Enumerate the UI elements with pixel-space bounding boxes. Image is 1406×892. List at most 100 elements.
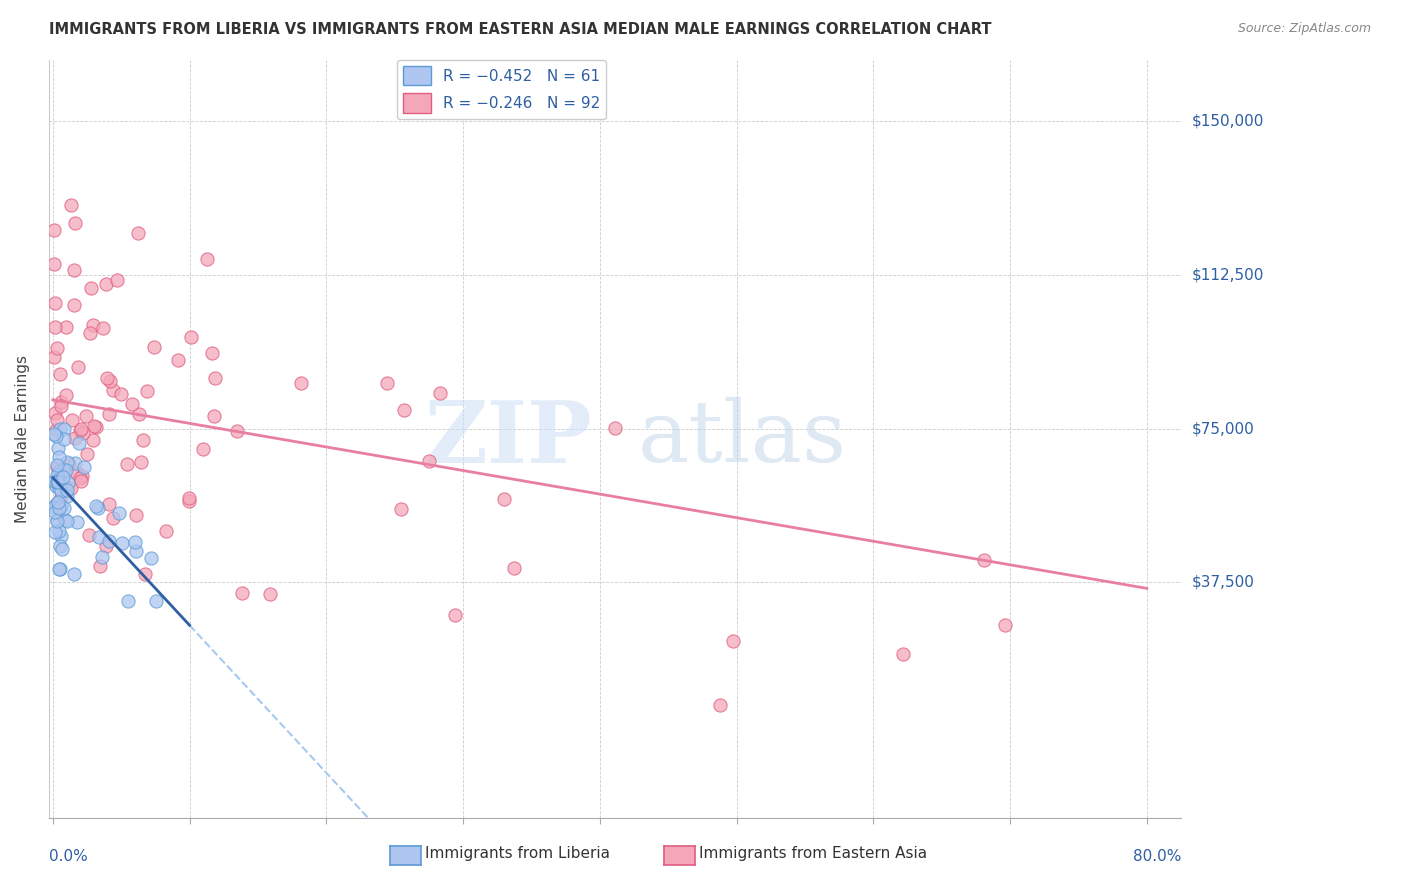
Point (75, 409, 97, 423)
Point (115, 457, 138, 471)
Point (45, 341, 67, 355)
Point (52, 470, 75, 484)
Point (101, 510, 124, 524)
Point (121, 397, 143, 411)
Point (180, 330, 202, 344)
Point (44, 500, 66, 514)
Point (69, 424, 91, 438)
Point (195, 252, 218, 266)
Point (110, 387, 132, 401)
Point (49, 499, 72, 513)
Point (97, 408, 120, 422)
Point (55, 463, 77, 477)
Point (52, 432, 75, 446)
Point (108, 506, 131, 520)
Point (70, 421, 93, 435)
Point (98, 497, 121, 511)
Point (44, 296, 66, 310)
Point (84, 499, 107, 513)
Point (79, 326, 101, 340)
Point (96, 371, 118, 385)
Point (59, 481, 82, 495)
Text: $37,500: $37,500 (1192, 574, 1256, 590)
Point (63, 456, 86, 470)
Point (48, 481, 70, 495)
Point (394, 402, 416, 417)
Point (55, 489, 77, 503)
Point (105, 273, 128, 287)
Point (56, 514, 79, 528)
Point (44, 350, 66, 364)
Point (132, 434, 155, 448)
Point (444, 607, 467, 622)
Point (46, 441, 69, 455)
Point (63, 263, 86, 277)
Point (721, 633, 744, 648)
Point (46, 460, 69, 475)
Point (63, 298, 86, 312)
Point (143, 340, 166, 354)
Point (91, 321, 114, 335)
Point (141, 551, 163, 566)
Point (51, 475, 73, 490)
Point (891, 647, 914, 661)
Point (70, 469, 93, 483)
Point (231, 586, 253, 600)
Point (62, 567, 84, 582)
Point (502, 561, 524, 575)
Point (191, 442, 214, 456)
Point (125, 508, 148, 522)
Point (49, 562, 72, 576)
Point (125, 544, 148, 558)
Point (55, 513, 77, 527)
Point (48, 474, 70, 488)
Point (993, 618, 1015, 632)
Point (83, 419, 105, 434)
Point (55, 388, 77, 402)
Point (52, 421, 75, 435)
Point (66, 466, 89, 480)
Point (90, 549, 112, 564)
Point (128, 407, 150, 421)
Text: IMMIGRANTS FROM LIBERIA VS IMMIGRANTS FROM EASTERN ASIA MEDIAN MALE EARNINGS COR: IMMIGRANTS FROM LIBERIA VS IMMIGRANTS FR… (49, 22, 991, 37)
Point (73, 459, 96, 474)
Text: ZIP: ZIP (425, 397, 592, 481)
Y-axis label: Median Male Earnings: Median Male Earnings (15, 355, 30, 523)
Point (84, 420, 107, 434)
Point (124, 535, 146, 549)
Point (134, 566, 156, 581)
Point (49, 491, 72, 506)
Point (226, 424, 249, 438)
Point (709, 698, 731, 712)
Point (46, 467, 69, 482)
Point (49, 399, 72, 413)
Point (494, 491, 516, 506)
Point (46, 475, 69, 489)
Point (94, 277, 117, 291)
Point (48, 562, 70, 576)
Point (46, 413, 69, 427)
Point (418, 454, 440, 468)
Point (48, 475, 70, 489)
Text: atlas: atlas (637, 397, 846, 481)
Point (60, 413, 83, 427)
Point (201, 346, 224, 360)
Point (48, 464, 70, 478)
Point (204, 371, 226, 385)
Point (145, 593, 167, 607)
Point (202, 409, 225, 424)
Point (96, 539, 118, 553)
Point (52, 463, 75, 477)
Point (117, 593, 139, 607)
Point (375, 376, 398, 391)
Point (389, 501, 412, 516)
Point (44, 427, 66, 442)
Point (44, 223, 66, 237)
Point (45, 513, 67, 527)
Point (56, 483, 79, 498)
Text: Immigrants from Eastern Asia: Immigrants from Eastern Asia (699, 847, 928, 861)
Point (44, 320, 66, 334)
Point (46, 475, 69, 489)
Point (46, 458, 69, 472)
Point (77, 528, 100, 542)
